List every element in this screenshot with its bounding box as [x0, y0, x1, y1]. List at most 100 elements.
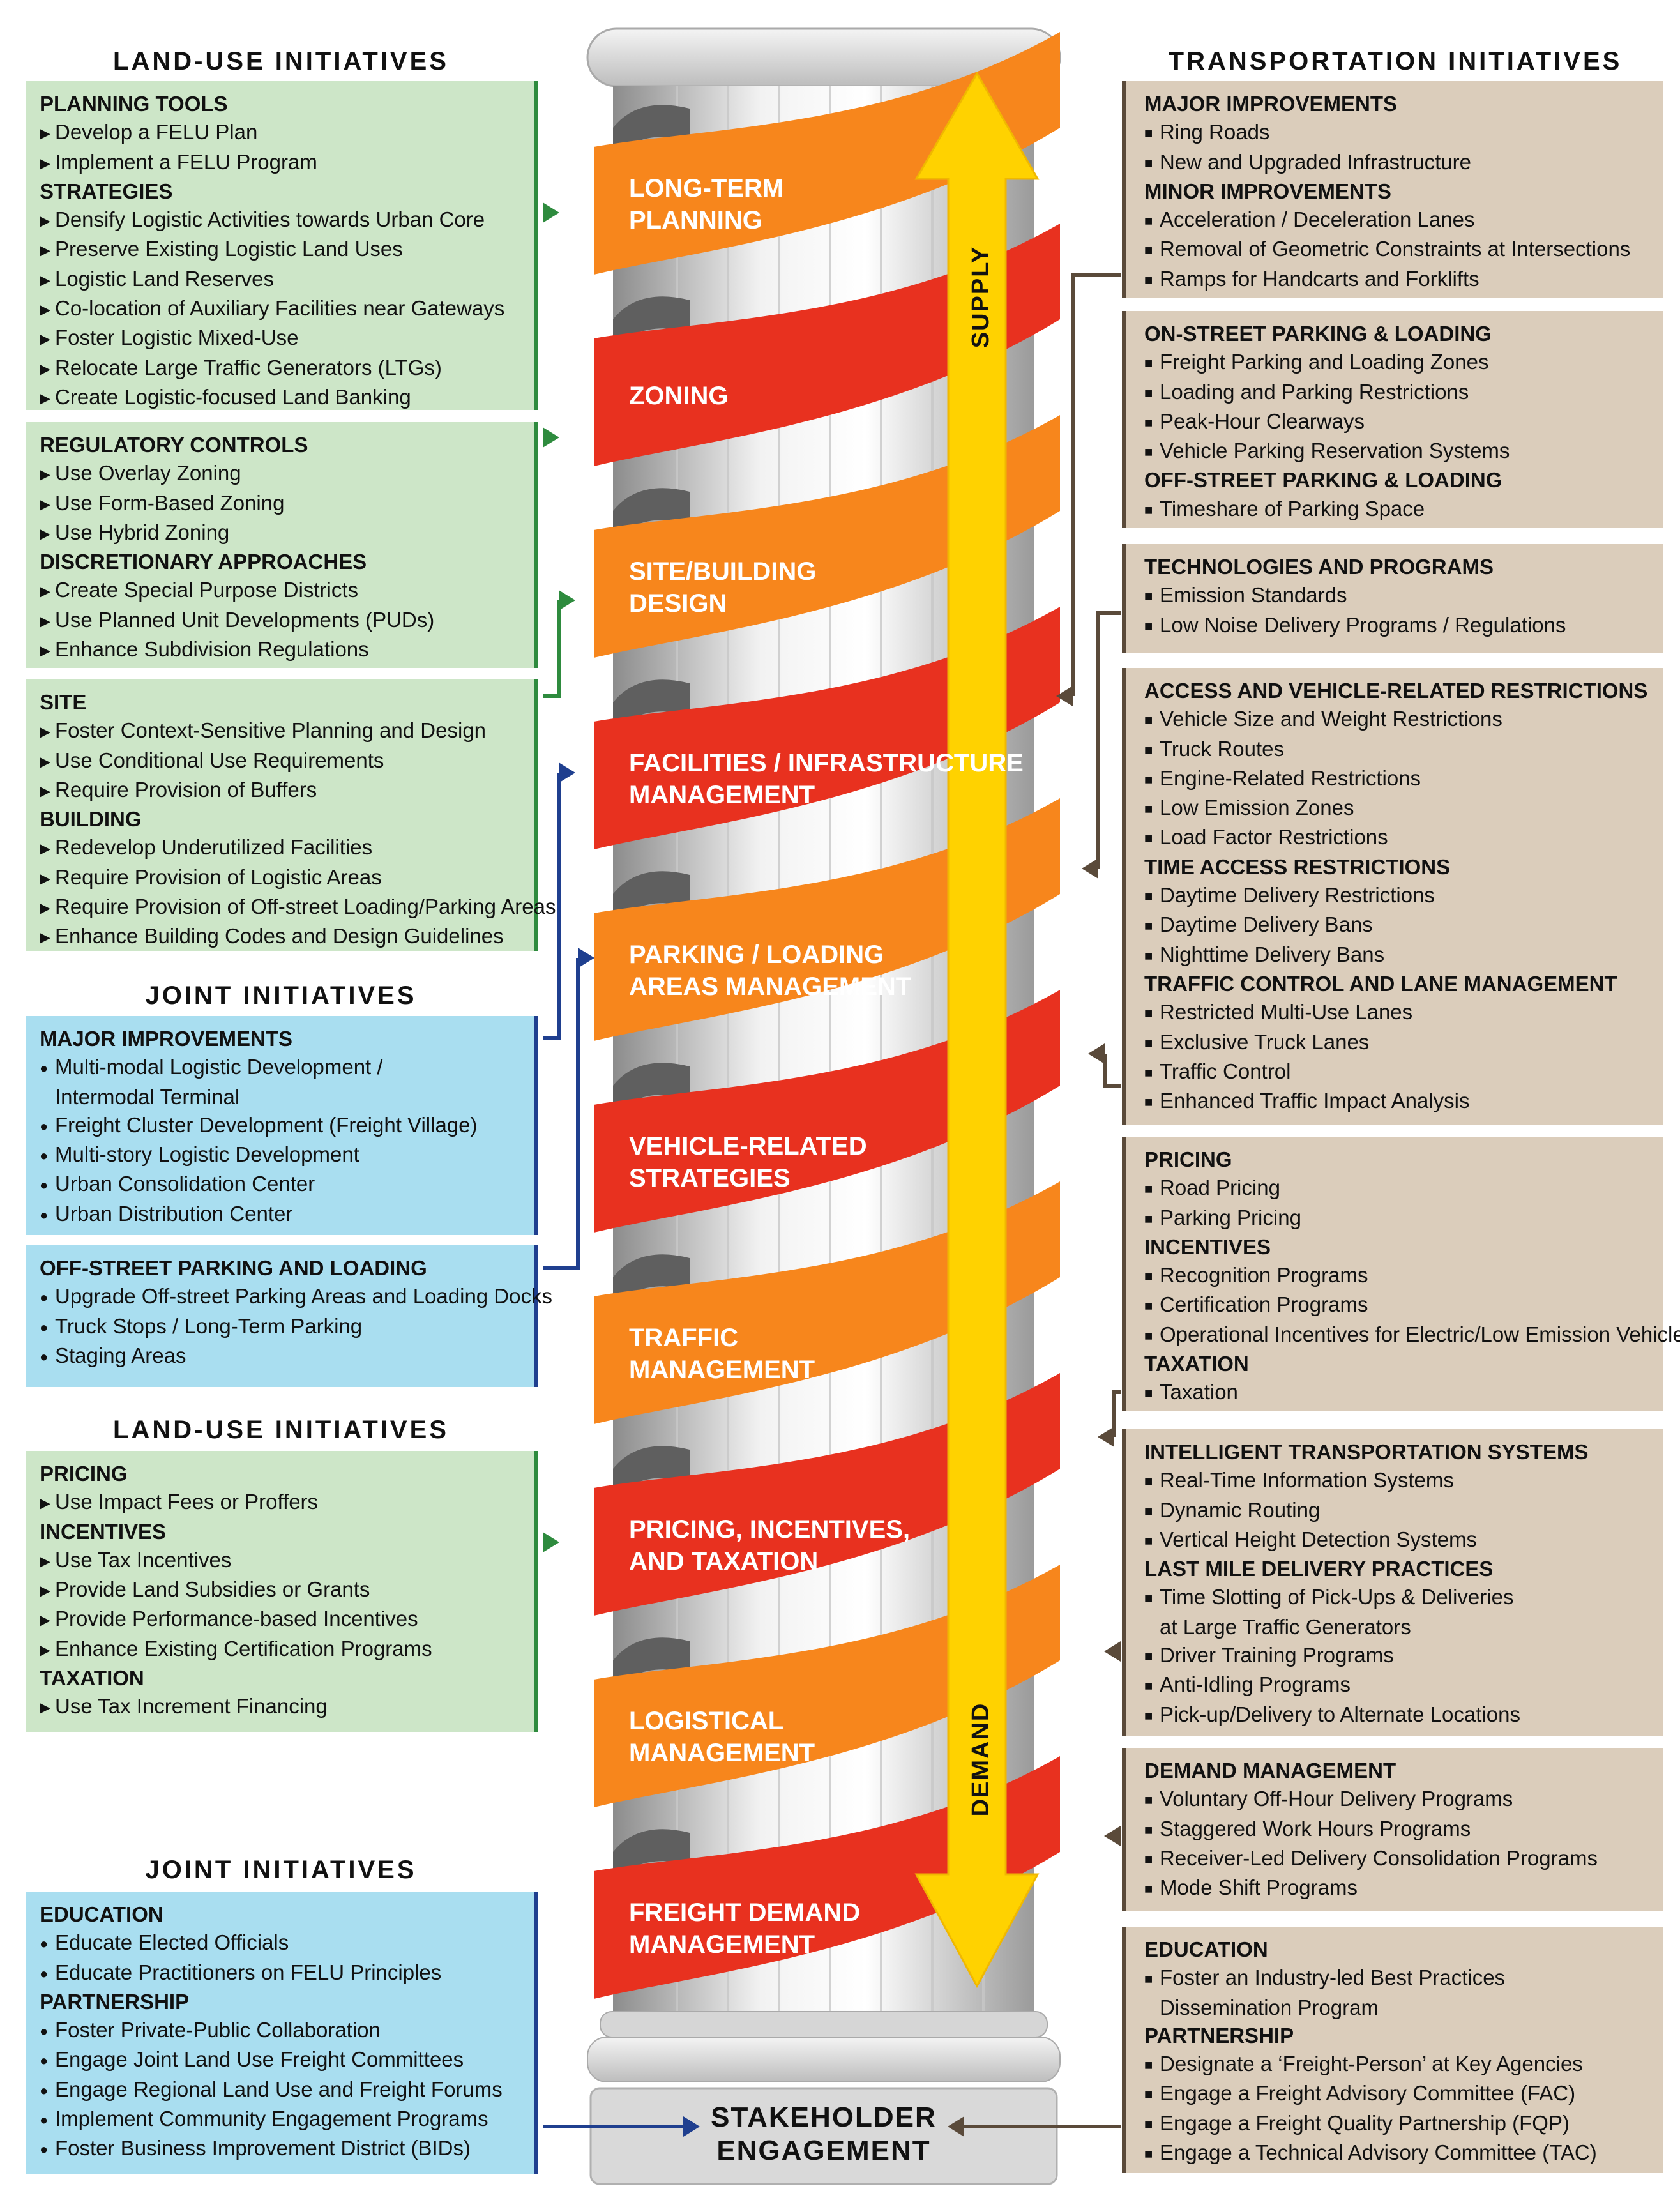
- box-text: Foster Private-Public Collaboration: [55, 2018, 381, 2042]
- box-heading: MAJOR IMPROVEMENTS: [1144, 90, 1663, 118]
- box-text: TAXATION: [40, 1666, 144, 1690]
- box-item: ■ Ramps for Handcarts and Forklifts: [1144, 265, 1663, 294]
- box-item: ● Upgrade Off-street Parking Areas and Lo…: [40, 1282, 552, 1312]
- bullet-icon: ■: [1144, 2057, 1153, 2074]
- joint-box-off-street-parking: OFF-STREET PARKING AND LOADING ● Upgrade O…: [26, 1245, 552, 1387]
- box-item: ▶ Enhance Existing Certification Programs: [40, 1635, 534, 1664]
- band-label-line2: STRATEGIES: [629, 1164, 791, 1192]
- box-item: ▶ Require Provision of Logistic Areas: [40, 863, 534, 893]
- band-label-line2: AREAS MANAGEMENT: [629, 973, 912, 1001]
- bullet-icon: ■: [1144, 1005, 1153, 1022]
- box-text: Engage Joint Land Use Freight Committees: [55, 2047, 464, 2072]
- box-text: Use Form-Based Zoning: [55, 490, 285, 515]
- box-heading: OFF-STREET PARKING & LOADING: [1144, 466, 1663, 494]
- stakeholder-engagement-label: STAKEHOLDER ENGAGEMENT: [696, 2101, 951, 2167]
- bullet-icon: ■: [1144, 1678, 1153, 1694]
- bullet-icon: ■: [1144, 801, 1153, 817]
- box-text: Vehicle Parking Reservation Systems: [1160, 439, 1510, 463]
- box-heading: EDUCATION: [1144, 1936, 1663, 1964]
- box-item: ■ Load Factor Restrictions: [1144, 823, 1663, 853]
- bullet-icon: ■: [1144, 771, 1153, 787]
- band-label: LONG-TERM PLANNING: [629, 172, 783, 236]
- box-item: ▶ Use Tax Increment Financing: [40, 1692, 534, 1722]
- box-item: ■ New and Upgraded Infrastructure: [1144, 148, 1663, 178]
- bullet-icon: ■: [1144, 242, 1153, 259]
- band-label: FACILITIES / INFRASTRUCTURE MANAGEMENT: [629, 747, 1024, 811]
- box-text: Traffic Control: [1160, 1059, 1291, 1083]
- box-text: ON-STREET PARKING & LOADING: [1144, 322, 1492, 345]
- box-item: Dissemination Program: [1144, 1994, 1663, 2022]
- box-text: Logistic Land Reserves: [55, 266, 275, 291]
- stakeholder-label-line1: STAKEHOLDER: [711, 2102, 937, 2133]
- bullet-icon: ▶: [40, 642, 50, 659]
- box-text: Enhance Building Codes and Design Guidel…: [55, 924, 504, 948]
- box-text: Acceleration / Deceleration Lanes: [1160, 208, 1475, 232]
- box-item: ■ Traffic Control: [1144, 1058, 1663, 1087]
- box-text: Operational Incentives for Electric/Low …: [1160, 1322, 1680, 1346]
- bullet-icon: ●: [40, 1965, 49, 1982]
- stakeholder-label-line2: ENGAGEMENT: [716, 2135, 931, 2166]
- bullet-icon: ■: [1144, 1532, 1153, 1549]
- band-label-line1: ZONING: [629, 382, 729, 410]
- connector-line: [1112, 1390, 1121, 1437]
- box-item: ● Staging Areas: [40, 1342, 534, 1371]
- box-item: ■ Freight Parking and Loading Zones: [1144, 348, 1663, 377]
- box-text: Daytime Delivery Restrictions: [1160, 883, 1435, 907]
- box-text: Densify Logistic Activities towards Urba…: [55, 208, 485, 232]
- box-item: ● Truck Stops / Long-Term Parking: [40, 1312, 534, 1342]
- box-text: PLANNING TOOLS: [40, 92, 228, 116]
- connector-arrow-icon: [948, 2116, 964, 2137]
- box-item: ● Foster Private-Public Collaboration: [40, 2016, 534, 2045]
- bullet-icon: ▶: [40, 583, 50, 600]
- box-text: Time Slotting of Pick-Ups & Deliveries: [1160, 1585, 1514, 1609]
- transport-box-parking-loading: ON-STREET PARKING & LOADING ■ Freight Park…: [1122, 311, 1663, 528]
- box-item: ▶ Enhance Building Codes and Design Guide…: [40, 922, 534, 952]
- box-item: ■ Removal of Geometric Constraints at Int…: [1144, 235, 1663, 264]
- transport-box-education: EDUCATION ■ Foster an Industry-led Best Pr…: [1122, 1927, 1663, 2173]
- box-text: PRICING: [1144, 1148, 1232, 1171]
- box-text: Require Provision of Buffers: [55, 777, 317, 801]
- box-text: EDUCATION: [40, 1902, 163, 1926]
- land-use-box-pricing: PRICING ▶ Use Impact Fees or Proffers INCEN…: [26, 1451, 538, 1732]
- box-text: Pick-up/Delivery to Alternate Locations: [1160, 1702, 1520, 1726]
- box-item: ■ Receiver-Led Delivery Consolidation Pro…: [1144, 1844, 1663, 1874]
- box-text: Mode Shift Programs: [1160, 1876, 1358, 1900]
- ribbon-band: [594, 1756, 1060, 1999]
- bullet-icon: ■: [1144, 501, 1153, 518]
- connector-arrow-icon: [1056, 686, 1073, 706]
- box-heading: OFF-STREET PARKING AND LOADING: [40, 1254, 534, 1282]
- bullet-icon: ●: [40, 1118, 49, 1134]
- box-item: ■ Staggered Work Hours Programs: [1144, 1815, 1663, 1844]
- bullet-icon: ▶: [40, 525, 50, 542]
- band-label: TRAFFIC MANAGEMENT: [629, 1322, 815, 1386]
- box-text: Truck Routes: [1160, 736, 1285, 761]
- box-item: ● Freight Cluster Development (Freight Vi…: [40, 1111, 534, 1141]
- transportation-initiatives-header: TRANSPORTATION INITIATIVES: [1168, 47, 1623, 75]
- box-item: ▶ Foster Logistic Mixed-Use: [40, 324, 534, 353]
- box-text: Provide Performance-based Incentives: [55, 1607, 418, 1631]
- box-heading: DEMAND MANAGEMENT: [1144, 1757, 1663, 1785]
- box-text: PARTNERSHIP: [40, 1989, 190, 2014]
- bullet-icon: ■: [1144, 1064, 1153, 1081]
- box-item: ● Multi-story Logistic Development: [40, 1141, 534, 1170]
- bullet-icon: ▶: [40, 1552, 50, 1569]
- ribbon-band: [594, 32, 1060, 275]
- box-text: Vertical Height Detection Systems: [1160, 1527, 1478, 1551]
- bullet-icon: ●: [40, 1348, 49, 1365]
- connector-line: [1096, 611, 1121, 869]
- band-label-line2: DESIGN: [629, 589, 727, 618]
- box-item: ▶ Co-location of Auxiliary Facilities nea…: [40, 294, 534, 324]
- box-text: Foster an Industry-led Best Practices: [1160, 1966, 1506, 1990]
- box-item: ■ Engine-Related Restrictions: [1144, 764, 1663, 794]
- connector-line: [1103, 1054, 1121, 1088]
- box-text: PRICING: [40, 1462, 128, 1485]
- box-item: ■ Loading and Parking Restrictions: [1144, 378, 1663, 407]
- box-item: ▶ Foster Context-Sensitive Planning and D…: [40, 717, 534, 746]
- bullet-icon: ▶: [40, 331, 50, 347]
- demand-label: DEMAND: [967, 1702, 994, 1817]
- connector-arrow-icon: [1098, 1427, 1114, 1447]
- box-item: ▶ Create Special Purpose Districts: [40, 576, 534, 605]
- box-text: Enhance Existing Certification Programs: [55, 1636, 432, 1660]
- box-text: Anti-Idling Programs: [1160, 1673, 1351, 1697]
